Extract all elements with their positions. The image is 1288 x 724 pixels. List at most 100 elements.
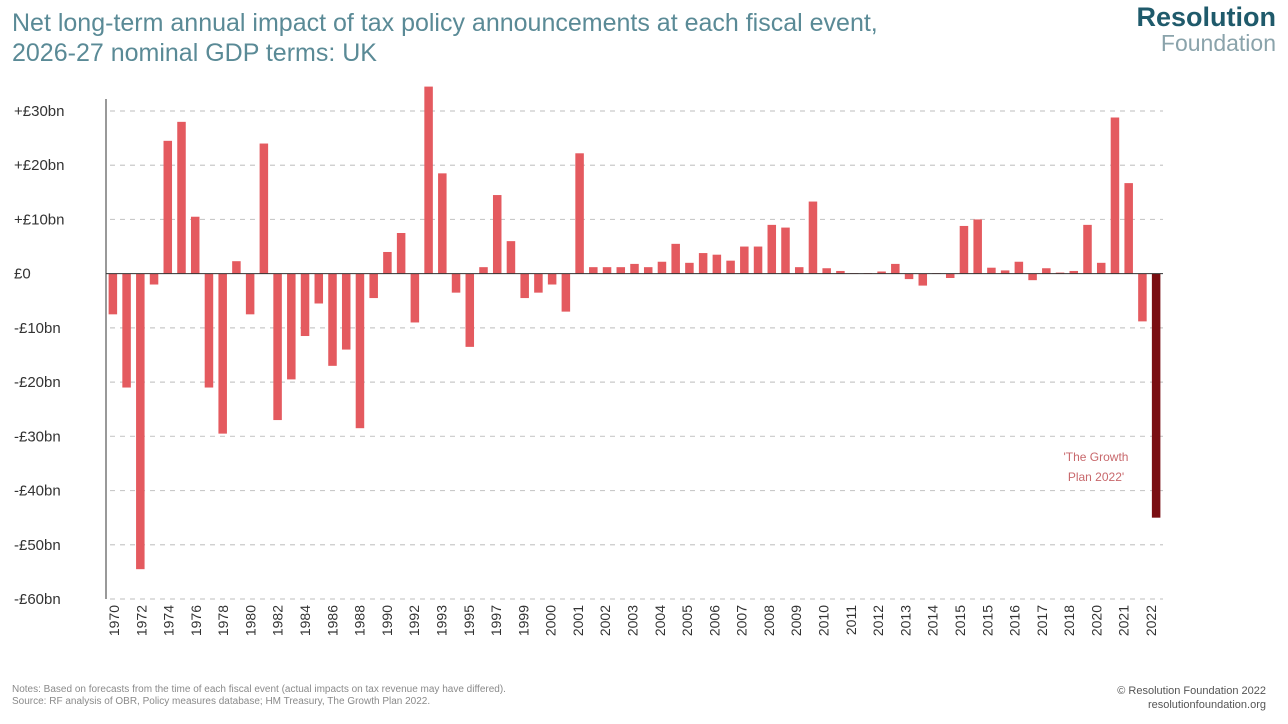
bar bbox=[959, 225, 969, 274]
bar bbox=[369, 273, 378, 299]
bar bbox=[424, 86, 433, 274]
bar bbox=[712, 254, 722, 274]
x-tick-label: 2002 bbox=[597, 605, 613, 636]
bar bbox=[685, 262, 694, 274]
bar bbox=[836, 270, 845, 274]
x-tick-label: 2003 bbox=[625, 605, 641, 636]
y-tick-label: -£10bn bbox=[14, 320, 61, 337]
bar bbox=[1014, 261, 1024, 274]
x-tick-label: 1972 bbox=[133, 605, 149, 636]
bar bbox=[671, 243, 680, 274]
y-tick-label: -£40bn bbox=[14, 483, 61, 500]
x-tick-label: 2014 bbox=[925, 605, 941, 636]
y-tick-label: -£60bn bbox=[14, 591, 61, 608]
x-tick-label: 2005 bbox=[679, 605, 695, 636]
bar bbox=[355, 273, 365, 429]
x-tick-label: 2022 bbox=[1143, 605, 1159, 636]
bar bbox=[520, 273, 529, 299]
bar bbox=[1124, 183, 1133, 274]
x-tick-label: 2011 bbox=[843, 605, 859, 635]
bar bbox=[589, 267, 598, 274]
bar bbox=[273, 273, 282, 421]
bar bbox=[163, 140, 173, 274]
copyright-text: © Resolution Foundation 2022 bbox=[1117, 685, 1266, 697]
bar bbox=[410, 273, 420, 323]
bar bbox=[300, 273, 310, 337]
bar bbox=[232, 261, 241, 274]
bar bbox=[891, 263, 900, 274]
bar bbox=[1096, 262, 1106, 274]
notes-line: Notes: Based on forecasts from the time … bbox=[12, 684, 506, 695]
y-tick-label: +£10bn bbox=[14, 211, 64, 228]
x-tick-label: 1984 bbox=[297, 605, 313, 636]
bar bbox=[190, 216, 200, 274]
x-tick-label: 2007 bbox=[734, 605, 750, 636]
bar bbox=[602, 267, 612, 274]
x-tick-label: 2015 bbox=[952, 605, 968, 636]
bar bbox=[1069, 270, 1079, 274]
bar bbox=[1110, 117, 1120, 274]
x-tick-label: 1982 bbox=[270, 605, 286, 636]
bar bbox=[781, 227, 790, 274]
x-tick-label: 1993 bbox=[433, 605, 449, 636]
x-tick-label: 2008 bbox=[761, 605, 777, 636]
bar bbox=[973, 219, 982, 274]
brand-name-top: Resolution bbox=[1136, 2, 1277, 32]
bar bbox=[287, 273, 296, 380]
bar bbox=[698, 253, 708, 274]
bar bbox=[245, 273, 255, 315]
bar bbox=[575, 153, 584, 274]
bar bbox=[794, 267, 804, 274]
bar bbox=[904, 273, 914, 280]
x-tick-label: 2001 bbox=[570, 605, 586, 636]
bar bbox=[383, 251, 392, 274]
bar bbox=[465, 273, 475, 347]
chart-title-line-2: 2026-27 nominal GDP terms: UK bbox=[12, 39, 377, 67]
x-tick-label: 1988 bbox=[352, 605, 368, 636]
bar bbox=[547, 273, 557, 285]
x-tick-label: 2016 bbox=[1007, 605, 1023, 636]
chart-title-line-1: Net long-term annual impact of tax polic… bbox=[12, 9, 878, 37]
x-tick-label: 1974 bbox=[161, 605, 177, 636]
bar bbox=[149, 273, 159, 285]
x-tick-label: 2000 bbox=[543, 605, 559, 636]
brand-logo: Resolution Foundation bbox=[1136, 2, 1277, 56]
y-tick-label: £0 bbox=[14, 266, 31, 283]
x-tick-label: 2017 bbox=[1034, 605, 1050, 636]
x-tick-label: 2020 bbox=[1088, 605, 1104, 636]
bar bbox=[108, 273, 118, 315]
y-tick-label: +£20bn bbox=[14, 157, 64, 174]
y-tick-label: -£20bn bbox=[14, 374, 61, 391]
y-tick-label: -£50bn bbox=[14, 537, 61, 554]
x-tick-label: 1997 bbox=[488, 605, 504, 636]
x-tick-label: 1995 bbox=[461, 605, 477, 636]
bar bbox=[451, 273, 461, 293]
bar bbox=[1042, 268, 1051, 274]
bar bbox=[918, 273, 928, 286]
x-tick-label: 2015 bbox=[979, 605, 995, 636]
bar bbox=[341, 273, 351, 350]
x-tick-label: 2013 bbox=[897, 605, 913, 636]
y-tick-label: -£30bn bbox=[14, 428, 61, 445]
brand-name-bottom: Foundation bbox=[1160, 30, 1276, 56]
bar bbox=[753, 246, 763, 274]
x-tick-label: 2021 bbox=[1116, 605, 1132, 636]
bar bbox=[740, 246, 749, 274]
highlight-bar bbox=[1151, 273, 1161, 518]
bar bbox=[492, 195, 502, 274]
bar bbox=[726, 260, 735, 274]
bar bbox=[1000, 270, 1010, 274]
source-line: Source: RF analysis of OBR, Policy measu… bbox=[12, 696, 431, 707]
bar bbox=[657, 261, 667, 274]
x-tick-label: 1999 bbox=[515, 605, 531, 636]
x-tick-label: 2010 bbox=[816, 605, 832, 636]
website-link[interactable]: resolutionfoundation.org bbox=[1147, 699, 1266, 711]
bar bbox=[438, 173, 447, 274]
bar bbox=[822, 268, 831, 274]
bar bbox=[630, 263, 639, 274]
y-tick-label: +£30bn bbox=[14, 103, 64, 120]
bar bbox=[122, 273, 131, 388]
bar bbox=[1083, 224, 1092, 274]
bar bbox=[479, 267, 488, 274]
